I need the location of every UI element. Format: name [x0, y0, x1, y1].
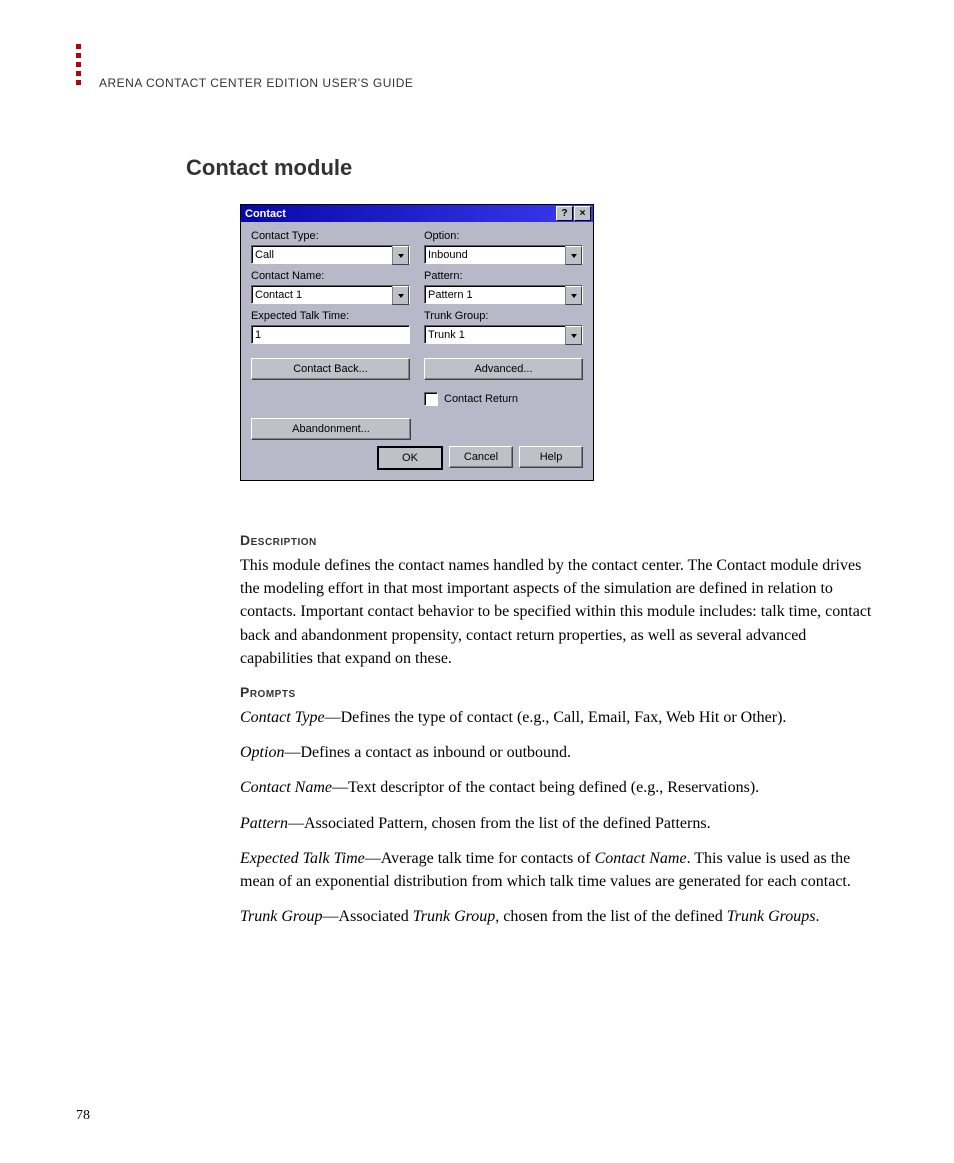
abandonment-button[interactable]: Abandonment...	[251, 418, 411, 440]
description-heading: Description	[240, 532, 880, 548]
dialog-titlebar: Contact ? ×	[241, 205, 593, 222]
description-text: This module defines the contact names ha…	[240, 554, 880, 670]
contact-return-label: Contact Return	[444, 393, 518, 405]
option-select[interactable]: Inbound	[424, 245, 583, 264]
chevron-down-icon[interactable]	[392, 246, 409, 265]
page-header: ARENA CONTACT CENTER EDITION USER'S GUID…	[99, 76, 413, 90]
help-icon[interactable]: ?	[556, 206, 573, 221]
label-trunk-group: Trunk Group:	[424, 310, 583, 322]
dialog-title: Contact	[245, 208, 286, 220]
prompt-contact-name: Contact Name—Text descriptor of the cont…	[240, 776, 880, 799]
label-contact-type: Contact Type:	[251, 230, 410, 242]
contact-type-value: Call	[255, 249, 274, 261]
label-contact-name: Contact Name:	[251, 270, 410, 282]
prompts-heading: Prompts	[240, 684, 880, 700]
advanced-button[interactable]: Advanced...	[424, 358, 583, 380]
ok-button[interactable]: OK	[377, 446, 443, 470]
help-button[interactable]: Help	[519, 446, 583, 468]
margin-bullets	[76, 44, 81, 85]
label-option: Option:	[424, 230, 583, 242]
chevron-down-icon[interactable]	[565, 286, 582, 305]
contact-dialog: Contact ? × Contact Type: Call Option: I…	[240, 204, 594, 481]
section-title: Contact module	[186, 155, 352, 181]
prompt-contact-type: Contact Type—Defines the type of contact…	[240, 706, 880, 729]
label-expected-talk-time: Expected Talk Time:	[251, 310, 410, 322]
page-number: 78	[76, 1108, 90, 1124]
chevron-down-icon[interactable]	[565, 326, 582, 345]
trunk-group-select[interactable]: Trunk 1	[424, 325, 583, 344]
prompt-expected-talk-time: Expected Talk Time—Average talk time for…	[240, 847, 880, 893]
contact-return-checkbox[interactable]	[424, 392, 438, 406]
contact-type-select[interactable]: Call	[251, 245, 410, 264]
prompt-trunk-group: Trunk Group—Associated Trunk Group, chos…	[240, 905, 880, 928]
contact-back-button[interactable]: Contact Back...	[251, 358, 410, 380]
cancel-button[interactable]: Cancel	[449, 446, 513, 468]
trunk-group-value: Trunk 1	[428, 329, 465, 341]
content-area: Description This module defines the cont…	[240, 532, 880, 940]
expected-talk-time-value: 1	[255, 329, 261, 341]
contact-name-value: Contact 1	[255, 289, 302, 301]
prompt-pattern: Pattern—Associated Pattern, chosen from …	[240, 812, 880, 835]
pattern-value: Pattern 1	[428, 289, 473, 301]
pattern-select[interactable]: Pattern 1	[424, 285, 583, 304]
chevron-down-icon[interactable]	[392, 286, 409, 305]
chevron-down-icon[interactable]	[565, 246, 582, 265]
expected-talk-time-input[interactable]: 1	[251, 325, 410, 344]
label-pattern: Pattern:	[424, 270, 583, 282]
contact-name-select[interactable]: Contact 1	[251, 285, 410, 304]
option-value: Inbound	[428, 249, 468, 261]
close-icon[interactable]: ×	[574, 206, 591, 221]
prompt-option: Option—Defines a contact as inbound or o…	[240, 741, 880, 764]
